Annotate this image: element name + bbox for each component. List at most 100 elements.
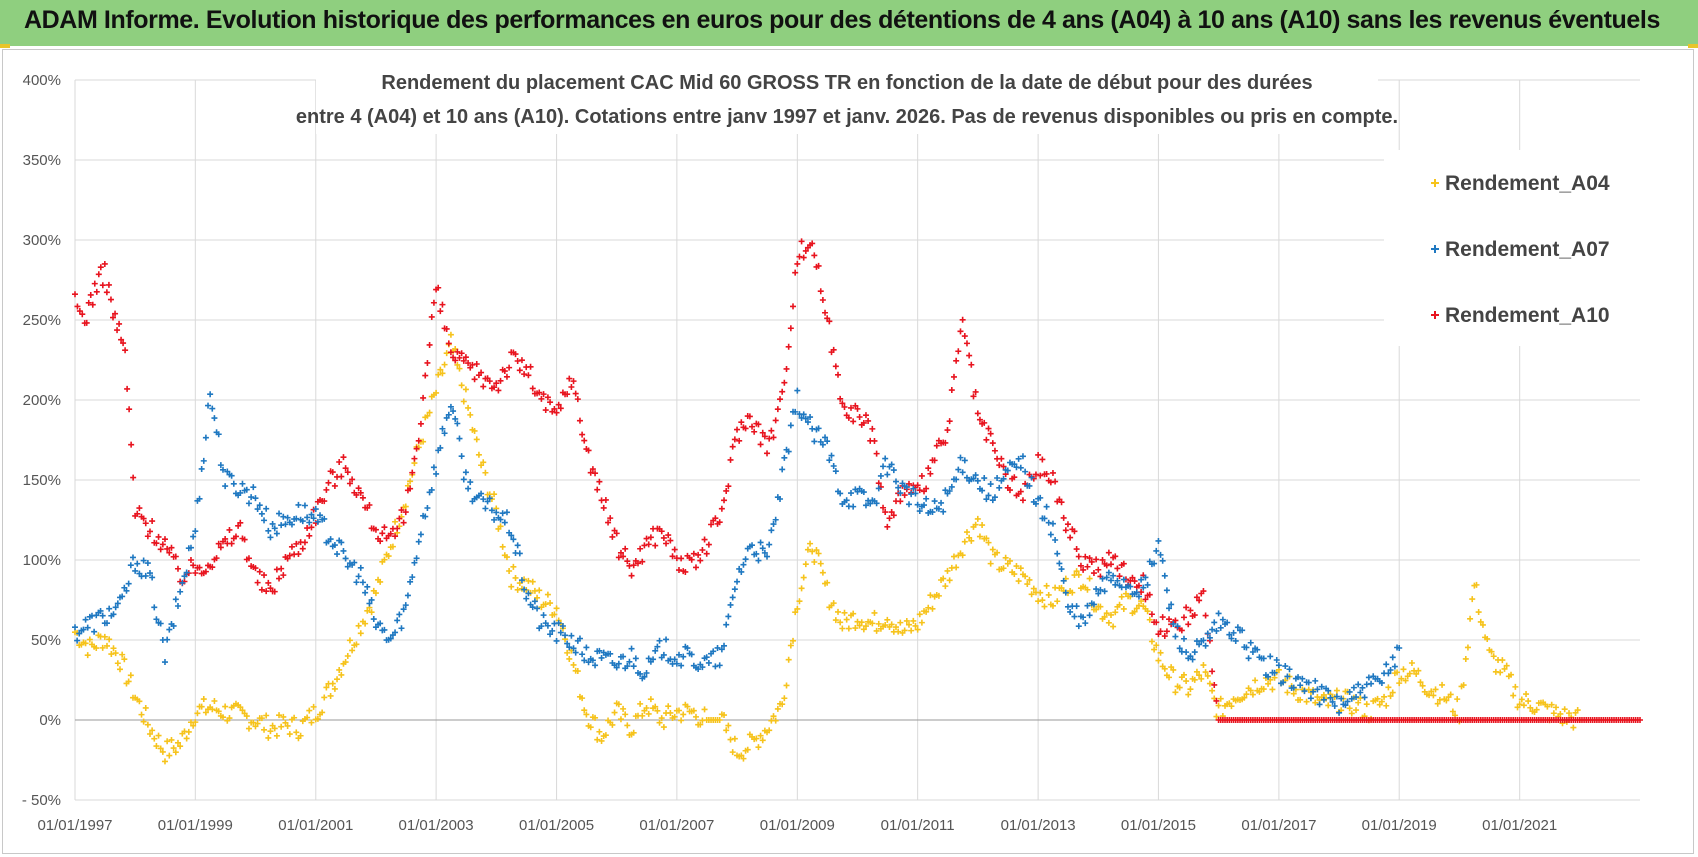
data-point bbox=[452, 357, 459, 364]
legend-label-A04: Rendement_A04 bbox=[1445, 172, 1610, 195]
data-point bbox=[600, 504, 607, 511]
data-point bbox=[886, 515, 893, 522]
data-point bbox=[628, 572, 635, 579]
data-point bbox=[1105, 569, 1112, 576]
data-point bbox=[923, 495, 930, 502]
data-point bbox=[837, 490, 844, 497]
data-point bbox=[1172, 617, 1179, 624]
data-point bbox=[157, 546, 164, 553]
data-point bbox=[1037, 589, 1044, 596]
data-point bbox=[955, 348, 962, 355]
data-point bbox=[1443, 697, 1450, 704]
data-point bbox=[1355, 681, 1362, 688]
data-point bbox=[1510, 692, 1517, 699]
y-tick-label: 100% bbox=[23, 552, 61, 569]
data-point bbox=[772, 516, 779, 523]
data-point bbox=[981, 419, 988, 426]
data-point bbox=[323, 486, 330, 493]
data-point bbox=[413, 445, 420, 452]
data-point bbox=[880, 463, 887, 470]
data-point bbox=[963, 529, 970, 536]
data-point bbox=[1043, 470, 1050, 477]
data-point bbox=[544, 591, 551, 598]
data-point bbox=[439, 370, 446, 377]
data-point bbox=[1032, 471, 1039, 478]
data-point bbox=[454, 361, 461, 368]
data-point bbox=[422, 513, 429, 520]
data-point bbox=[1080, 566, 1087, 573]
data-point bbox=[1383, 661, 1390, 668]
data-point bbox=[1213, 697, 1220, 704]
data-point bbox=[1047, 531, 1054, 538]
data-point bbox=[1049, 520, 1056, 527]
data-point bbox=[819, 569, 826, 576]
legend-background bbox=[1384, 150, 1646, 346]
data-point bbox=[261, 517, 268, 524]
data-point bbox=[460, 357, 467, 364]
data-point bbox=[916, 508, 923, 515]
data-point bbox=[1247, 639, 1254, 646]
data-point bbox=[615, 554, 622, 561]
data-point bbox=[862, 412, 869, 419]
data-point bbox=[701, 706, 708, 713]
data-point bbox=[792, 408, 799, 415]
data-point bbox=[1297, 682, 1304, 689]
data-point bbox=[353, 491, 360, 498]
data-point bbox=[675, 567, 682, 574]
data-point bbox=[103, 642, 110, 649]
data-point bbox=[779, 701, 786, 708]
data-point bbox=[284, 514, 291, 521]
data-point bbox=[473, 436, 480, 443]
data-point bbox=[381, 524, 388, 531]
data-point bbox=[1097, 586, 1104, 593]
data-point bbox=[424, 412, 431, 419]
data-point bbox=[267, 534, 274, 541]
data-point bbox=[1544, 703, 1551, 710]
data-point bbox=[250, 484, 257, 491]
data-point bbox=[219, 466, 226, 473]
data-point bbox=[729, 594, 736, 601]
data-point bbox=[948, 387, 955, 394]
data-point bbox=[400, 606, 407, 613]
data-point bbox=[1187, 607, 1194, 614]
data-point bbox=[1161, 572, 1168, 579]
data-point bbox=[802, 561, 809, 568]
data-point bbox=[697, 557, 704, 564]
data-point bbox=[665, 703, 672, 710]
data-point bbox=[723, 621, 730, 628]
data-point bbox=[1052, 537, 1059, 544]
data-point bbox=[514, 586, 521, 593]
data-point bbox=[983, 535, 990, 542]
data-point bbox=[159, 541, 166, 548]
data-point bbox=[445, 340, 452, 347]
data-point bbox=[291, 714, 298, 721]
data-point bbox=[1093, 556, 1100, 563]
data-point bbox=[467, 411, 474, 418]
data-point bbox=[450, 354, 457, 361]
data-point bbox=[1011, 571, 1018, 578]
data-point bbox=[1058, 584, 1065, 591]
data-point bbox=[740, 755, 747, 762]
data-point bbox=[1389, 689, 1396, 696]
data-point bbox=[497, 377, 504, 384]
data-point bbox=[321, 694, 328, 701]
data-point bbox=[592, 470, 599, 477]
data-point bbox=[177, 743, 184, 750]
data-point bbox=[404, 592, 411, 599]
data-point bbox=[624, 722, 631, 729]
data-point bbox=[935, 592, 942, 599]
data-point bbox=[892, 624, 899, 631]
data-point bbox=[790, 303, 797, 310]
data-point bbox=[499, 543, 506, 550]
data-point bbox=[779, 466, 786, 473]
data-point bbox=[392, 518, 399, 525]
data-point bbox=[1090, 601, 1097, 608]
data-point bbox=[1103, 562, 1110, 569]
data-point bbox=[1062, 589, 1069, 596]
data-point bbox=[377, 538, 384, 545]
data-point bbox=[480, 459, 487, 466]
data-point bbox=[897, 490, 904, 497]
data-point bbox=[1533, 706, 1540, 713]
data-point bbox=[312, 506, 319, 513]
data-point bbox=[1011, 474, 1018, 481]
